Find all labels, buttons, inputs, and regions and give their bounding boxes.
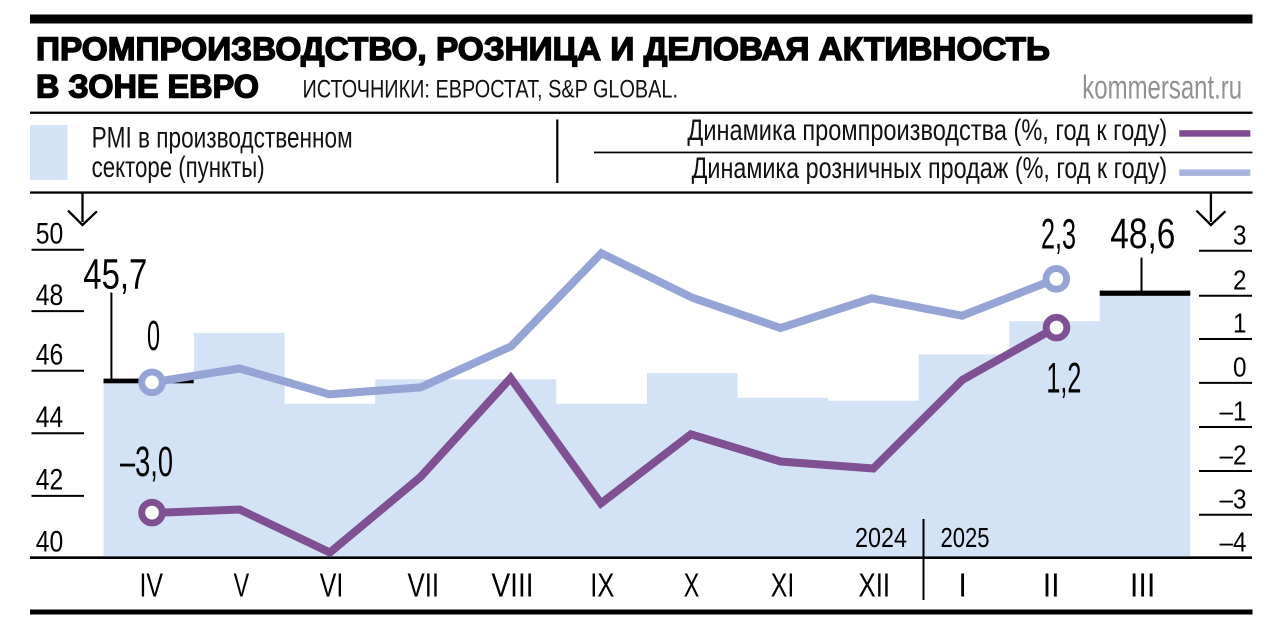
svg-text:IX: IX <box>590 567 614 604</box>
svg-text:XI: XI <box>771 567 795 604</box>
svg-text:48: 48 <box>36 279 64 312</box>
svg-text:2025: 2025 <box>941 522 990 553</box>
svg-text:46: 46 <box>36 339 64 372</box>
svg-text:секторе (пункты): секторе (пункты) <box>92 151 265 184</box>
svg-text:II: II <box>1043 567 1060 604</box>
svg-text:XII: XII <box>859 567 891 604</box>
svg-text:1: 1 <box>1233 308 1247 339</box>
svg-text:V: V <box>234 567 250 604</box>
svg-text:0: 0 <box>147 312 160 360</box>
svg-text:IV: IV <box>139 567 163 604</box>
svg-text:–2: –2 <box>1220 440 1247 471</box>
svg-text:45,7: 45,7 <box>83 250 147 298</box>
svg-text:VIII: VIII <box>492 567 534 604</box>
svg-text:–1: –1 <box>1220 396 1247 427</box>
svg-text:3: 3 <box>1233 219 1247 250</box>
svg-text:0: 0 <box>1233 352 1247 383</box>
svg-text:VI: VI <box>320 567 344 604</box>
svg-text:2: 2 <box>1233 264 1247 295</box>
svg-text:42: 42 <box>36 464 64 497</box>
svg-text:–3: –3 <box>1220 483 1247 514</box>
svg-text:ИСТОЧНИКИ: ЕВРОСТАТ, S&P GLOBA: ИСТОЧНИКИ: ЕВРОСТАТ, S&P GLOBAL. <box>303 75 679 103</box>
svg-text:48,6: 48,6 <box>1110 210 1175 258</box>
svg-text:Динамика розничных продаж (%,: Динамика розничных продаж (%, год к году… <box>692 152 1168 185</box>
svg-text:X: X <box>684 567 700 604</box>
svg-text:III: III <box>1130 567 1156 604</box>
svg-text:Динамика промпроизводства (%,: Динамика промпроизводства (%, год к году… <box>687 114 1167 147</box>
svg-text:2,3: 2,3 <box>1041 211 1076 259</box>
svg-text:kommersant.ru: kommersant.ru <box>1082 69 1242 106</box>
svg-text:50: 50 <box>36 218 64 251</box>
svg-text:1,2: 1,2 <box>1046 355 1081 403</box>
svg-text:ПРОМПРОИЗВОДСТВО, РОЗНИЦА И ДЕ: ПРОМПРОИЗВОДСТВО, РОЗНИЦА И ДЕЛОВАЯ АКТИ… <box>36 31 1050 67</box>
svg-text:–3,0: –3,0 <box>120 438 173 486</box>
svg-text:44: 44 <box>36 401 64 434</box>
svg-text:2024: 2024 <box>855 522 907 553</box>
svg-text:40: 40 <box>36 526 64 559</box>
svg-text:I: I <box>958 567 967 604</box>
svg-text:VII: VII <box>408 567 440 604</box>
svg-text:В ЗОНЕ ЕВРО: В ЗОНЕ ЕВРО <box>36 68 259 104</box>
svg-text:PMI в производственном: PMI в производственном <box>92 122 353 155</box>
svg-text:–4: –4 <box>1220 527 1247 558</box>
